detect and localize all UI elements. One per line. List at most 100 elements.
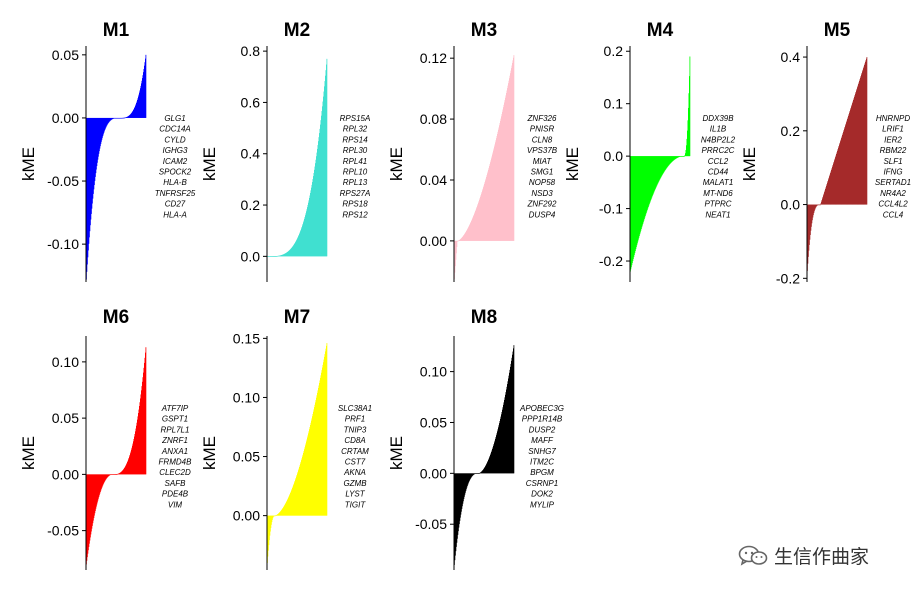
bar <box>268 515 270 546</box>
bar <box>688 93 690 157</box>
bar <box>106 117 108 126</box>
bar <box>313 409 315 516</box>
bar <box>300 461 302 516</box>
bar <box>286 501 287 516</box>
y-tick-label: 0.12 <box>420 50 447 66</box>
bar <box>483 469 484 474</box>
gene-label: ZNRF1 <box>161 436 188 445</box>
bar <box>113 474 114 475</box>
bar <box>685 153 686 157</box>
bar <box>463 235 464 241</box>
bar <box>140 85 142 118</box>
bar <box>854 96 855 205</box>
bar <box>291 490 292 516</box>
y-tick-label: 0.1 <box>604 96 624 112</box>
bar <box>495 140 497 241</box>
bar <box>304 217 306 257</box>
bar <box>121 117 122 119</box>
bar <box>284 253 285 257</box>
bar <box>320 375 322 516</box>
bar <box>142 377 144 475</box>
bar <box>492 152 494 241</box>
bar <box>308 433 309 516</box>
y-tick-label: 0.4 <box>241 146 261 162</box>
bar <box>508 83 509 241</box>
bar <box>847 117 849 205</box>
bar <box>98 474 100 497</box>
bar <box>281 509 283 516</box>
bar <box>101 117 103 140</box>
bar <box>143 367 145 475</box>
panel-title: M5 <box>824 20 851 41</box>
bar <box>860 76 862 205</box>
bar <box>285 502 287 516</box>
bar <box>143 69 145 118</box>
bar <box>814 204 816 210</box>
bar <box>829 174 831 205</box>
y-tick-label: 0.2 <box>241 197 261 213</box>
gene-label: RPL32 <box>343 125 368 134</box>
bar <box>490 454 491 474</box>
bar <box>659 156 661 180</box>
y-tick-label: -0.05 <box>47 523 79 539</box>
bar <box>286 500 288 516</box>
bar <box>93 474 94 521</box>
y-tick-label: 0.05 <box>233 449 260 465</box>
y-tick-label: 0.0 <box>781 197 801 213</box>
bar <box>818 204 819 206</box>
bar <box>660 156 661 179</box>
bar <box>824 190 826 205</box>
y-tick-label: 0.10 <box>420 364 447 380</box>
bar <box>501 414 502 474</box>
bar <box>481 471 483 474</box>
bar <box>636 156 637 248</box>
bar <box>90 117 91 226</box>
y-tick-label: 0.10 <box>52 354 79 370</box>
bar <box>102 117 104 137</box>
bar <box>144 65 145 118</box>
bar <box>466 473 467 490</box>
bar <box>118 473 119 475</box>
bar <box>125 117 127 118</box>
gene-label: GLG1 <box>164 114 185 123</box>
bar <box>665 156 666 170</box>
bar <box>269 515 270 541</box>
bar <box>107 474 108 478</box>
bar <box>490 162 491 241</box>
bar <box>484 467 486 474</box>
bar <box>643 156 644 223</box>
gene-label: PRRC2C <box>702 146 735 155</box>
bar <box>93 117 95 190</box>
bar <box>462 473 464 504</box>
bar <box>638 156 640 238</box>
bar <box>634 156 635 255</box>
bar <box>463 235 465 241</box>
bar <box>835 155 837 205</box>
bar <box>454 240 456 273</box>
bar <box>472 218 473 241</box>
bar <box>291 248 292 257</box>
bar <box>472 217 474 241</box>
bar <box>464 233 466 241</box>
bar <box>312 179 314 257</box>
bar <box>489 164 491 241</box>
bar <box>822 198 823 205</box>
gene-label: ANXA1 <box>161 447 188 456</box>
bar <box>127 460 129 475</box>
bar <box>486 175 488 241</box>
bar <box>472 473 474 476</box>
bar <box>288 250 290 257</box>
bar <box>635 156 636 251</box>
bar <box>833 163 834 205</box>
bar <box>649 156 651 203</box>
bar <box>112 474 114 475</box>
bar <box>825 187 827 205</box>
bar <box>493 150 494 241</box>
y-tick-label: -0.1 <box>599 201 623 217</box>
bar <box>326 64 327 257</box>
bar <box>86 117 88 272</box>
y-axis-label: kME <box>387 436 406 470</box>
bar <box>857 85 859 205</box>
bar <box>304 447 306 516</box>
bar <box>484 467 485 474</box>
